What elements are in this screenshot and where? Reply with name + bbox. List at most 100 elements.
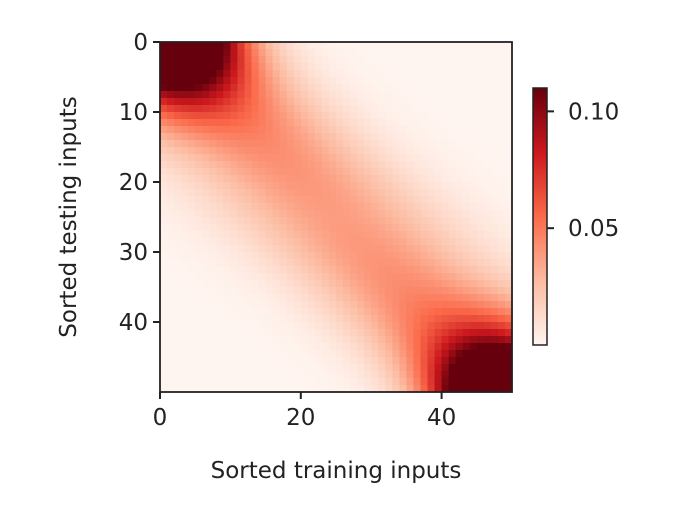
heatmap-cell [343,189,351,197]
heatmap-cell [504,105,513,113]
heatmap-cell [230,343,239,351]
heatmap-cell [462,189,471,197]
heatmap-cell [202,175,210,183]
y-tick-label: 30 [119,240,148,266]
heatmap-cell [497,84,506,92]
heatmap-cell [336,196,344,204]
heatmap-cell [209,63,217,71]
heatmap-cell [427,245,436,253]
heatmap-cell [427,91,436,99]
heatmap-cell [202,336,210,344]
heatmap-cell [265,105,274,113]
heatmap-cell [279,294,288,302]
heatmap-cell [406,196,415,204]
heatmap-cell [343,168,351,176]
heatmap-cell [195,308,203,316]
heatmap-cell [181,231,189,239]
heatmap-cell [188,98,196,106]
heatmap-cell [167,56,175,64]
heatmap-cell [497,189,506,197]
heatmap-cell [160,98,168,106]
heatmap-cell [167,210,175,218]
x-tick-label: 0 [153,405,168,431]
heatmap-cell [251,385,260,393]
heatmap-cell [195,98,203,106]
heatmap-cell [378,154,386,162]
heatmap-cell [195,49,203,57]
heatmap-cell [336,385,344,393]
heatmap-cell [188,42,196,50]
heatmap-cell [181,287,189,295]
heatmap-cell [174,210,182,218]
heatmap-cell [399,77,407,85]
heatmap-cell [427,105,436,113]
heatmap-cell [223,210,231,218]
heatmap-cell [314,217,323,225]
heatmap-cell [328,189,337,197]
heatmap-cell [272,266,281,274]
heatmap-cell [251,203,260,211]
heatmap-cell [188,49,196,57]
heatmap-cell [300,322,309,330]
heatmap-cell [258,70,267,78]
heatmap-cell [350,385,358,393]
heatmap-cell [307,133,316,141]
heatmap-cell [293,168,302,176]
heatmap-cell [293,175,302,183]
heatmap-cell [251,294,260,302]
heatmap-cell [497,322,506,330]
heatmap-cell [434,49,443,57]
heatmap-cell [350,371,358,379]
heatmap-cell [483,231,492,239]
heatmap-cell [230,105,239,113]
heatmap-cell [364,266,372,274]
heatmap-cell [209,252,217,260]
heatmap-cell [497,147,506,155]
heatmap-cell [357,126,365,134]
heatmap-cell [209,329,217,337]
heatmap-cell [237,245,246,253]
heatmap-cell [350,280,358,288]
heatmap-cell [223,217,231,225]
heatmap-cell [307,56,316,64]
heatmap-cell [202,196,210,204]
heatmap-cell [230,210,239,218]
heatmap-cell [286,63,295,71]
heatmap-cell [279,210,288,218]
heatmap-cell [216,343,224,351]
heatmap-cell [350,84,358,92]
heatmap-cell [265,266,274,274]
heatmap-cell [195,70,203,78]
heatmap-cell [181,266,189,274]
heatmap-cell [167,182,175,190]
heatmap-cell [357,154,365,162]
heatmap-cell [476,140,485,148]
colorbar: 0.050.10 [532,87,619,346]
heatmap-cell [406,49,415,57]
heatmap-cell [469,154,478,162]
heatmap-cell [420,280,429,288]
heatmap-cell [448,189,457,197]
heatmap-cell [174,105,182,113]
heatmap-cell [223,308,231,316]
heatmap-cell [343,56,351,64]
heatmap-cell [490,322,499,330]
heatmap-cell [174,357,182,365]
heatmap-cell [490,357,499,365]
heatmap-cell [293,91,302,99]
heatmap-cell [174,322,182,330]
heatmap-cell [350,294,358,302]
heatmap-cell [413,259,422,267]
heatmap-cell [364,315,372,323]
heatmap-cell [490,161,499,169]
heatmap-cell [385,294,393,302]
heatmap-cell [272,371,281,379]
heatmap-cell [483,63,492,71]
heatmap-cell [321,42,330,50]
heatmap-cell [209,357,217,365]
heatmap-cell [490,189,499,197]
heatmap-cell [441,154,450,162]
heatmap-cell [497,105,506,113]
heatmap-cell [392,112,400,120]
heatmap-cell [167,105,175,113]
